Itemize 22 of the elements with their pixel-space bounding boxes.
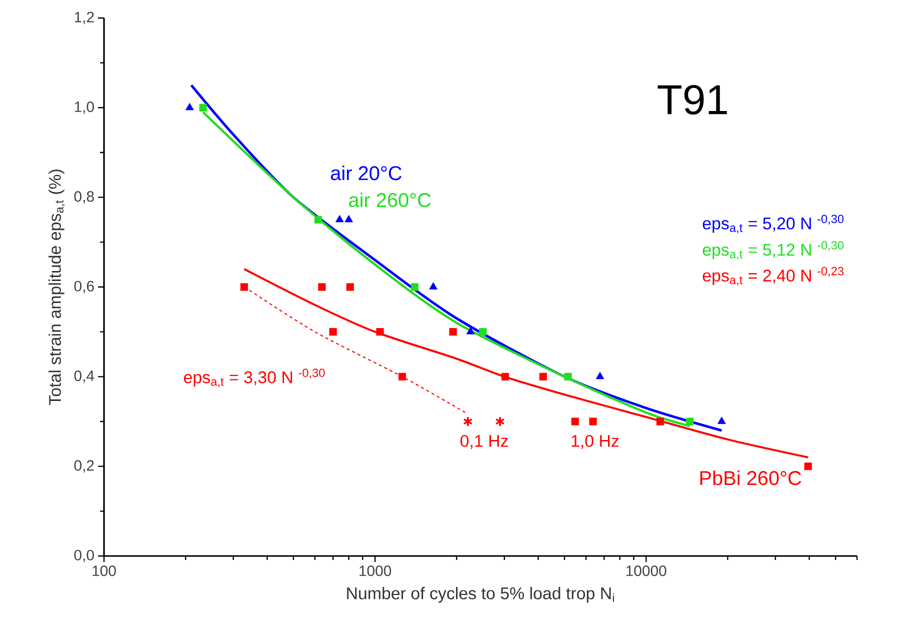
x-tick-label: 1000: [360, 565, 392, 576]
series-label: air 260°C: [349, 192, 431, 208]
y-tick-label: 0,0: [74, 550, 94, 562]
y-tick-label: 0,8: [74, 191, 94, 204]
x-tick-label: 100: [92, 565, 116, 576]
series-label: eps$_{a,t}$ = 3,30 N $^{-0,30}$: [184, 368, 325, 388]
annotation: eps$_{a,t}$ = 5,20 N $^{-0,30}$: [702, 214, 844, 234]
annotation: eps$_{a,t}$ = 2,40 N $^{-0,23}$: [702, 266, 844, 286]
y-tick-label: 0,2: [74, 460, 94, 472]
series-label: air 20°C: [330, 166, 402, 180]
x-axis-title: Number of cycles to 5% load trop N$_{i}$: [347, 586, 614, 603]
annotation: eps$_{a,t}$ = 5,12 N $^{-0,30}$: [702, 241, 844, 260]
y-axis-title: Total strain amplitude eps$_{a,t}$ (%): [48, 170, 65, 406]
annotation: 0,1 Hz: [460, 434, 508, 449]
text: T91: [658, 84, 727, 115]
y-tick-label: 0,6: [74, 280, 94, 294]
y-tick-label: 1,0: [74, 101, 94, 114]
series-label: PbBi 260°C: [700, 470, 802, 486]
annotation: 1,0 Hz: [572, 434, 619, 449]
y-tick-label: 0,4: [74, 370, 94, 383]
y-tick-label: 1,2: [74, 12, 94, 24]
x-tick-label: 10000: [626, 565, 666, 576]
